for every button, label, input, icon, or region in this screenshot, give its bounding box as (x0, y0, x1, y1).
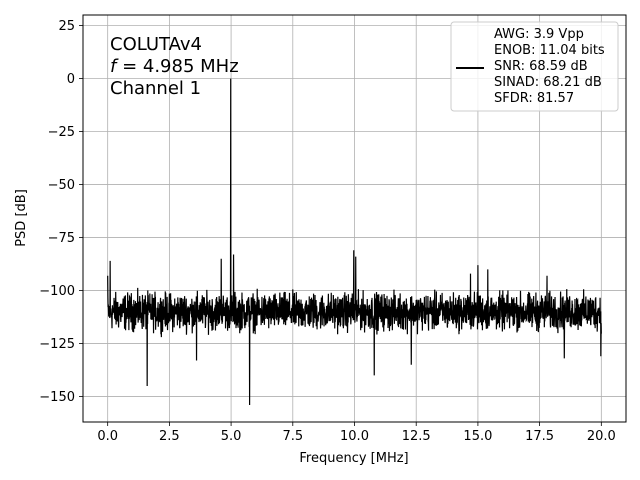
legend-box (450, 21, 619, 112)
y-axis-label: PSD [dB] (14, 189, 29, 247)
legend-entry-enob: ENOB: 11.04 bits (494, 43, 605, 58)
x-tick-label: 5.0 (221, 429, 242, 444)
annotation-line-1: COLUTAv4 (110, 34, 202, 55)
legend-entry-sinad: SINAD: 68.21 dB (494, 75, 602, 90)
x-tick-label: 7.5 (282, 429, 303, 444)
y-tick-label: −50 (48, 178, 75, 193)
annotation-line-2: f = 4.985 MHz (110, 56, 239, 77)
grid (83, 15, 626, 422)
legend: AWG: 3.9 Vpp ENOB: 11.04 bits SNR: 68.59… (450, 21, 619, 112)
x-tick-label: 17.5 (525, 429, 554, 444)
x-tick-label: 20.0 (587, 429, 616, 444)
y-tick-label: −75 (48, 231, 75, 246)
y-tick-label: −125 (39, 337, 75, 352)
y-tick-label: −150 (39, 390, 75, 405)
annotation-line-3: Channel 1 (110, 78, 201, 99)
x-axis-ticks: 0.0 2.5 5.0 7.5 10.0 12.5 15.0 17.5 20.0 (97, 422, 616, 444)
legend-entry-snr: SNR: 68.59 dB (494, 59, 588, 74)
annotation-f-symbol: f (110, 56, 119, 77)
annotation-block: COLUTAv4 f = 4.985 MHz Channel 1 (110, 34, 239, 99)
annotation-frequency: = 4.985 MHz (122, 56, 239, 77)
x-tick-label: 10.0 (340, 429, 369, 444)
y-axis-ticks: 25 0 −25 −50 −75 −100 −125 −150 (39, 19, 83, 405)
plot-area (107, 78, 602, 406)
psd-series-line (107, 78, 602, 406)
x-tick-label: 2.5 (159, 429, 180, 444)
y-tick-label: 0 (67, 72, 75, 87)
y-tick-label: 25 (58, 19, 75, 34)
legend-entry-awg: AWG: 3.9 Vpp (494, 27, 584, 42)
legend-entry-sfdr: SFDR: 81.57 (494, 91, 574, 106)
y-tick-label: −25 (48, 125, 75, 140)
x-axis-label: Frequency [MHz] (299, 451, 408, 466)
x-tick-label: 15.0 (463, 429, 492, 444)
x-tick-label: 12.5 (402, 429, 431, 444)
x-tick-label: 0.0 (97, 429, 118, 444)
y-tick-label: −100 (39, 284, 75, 299)
